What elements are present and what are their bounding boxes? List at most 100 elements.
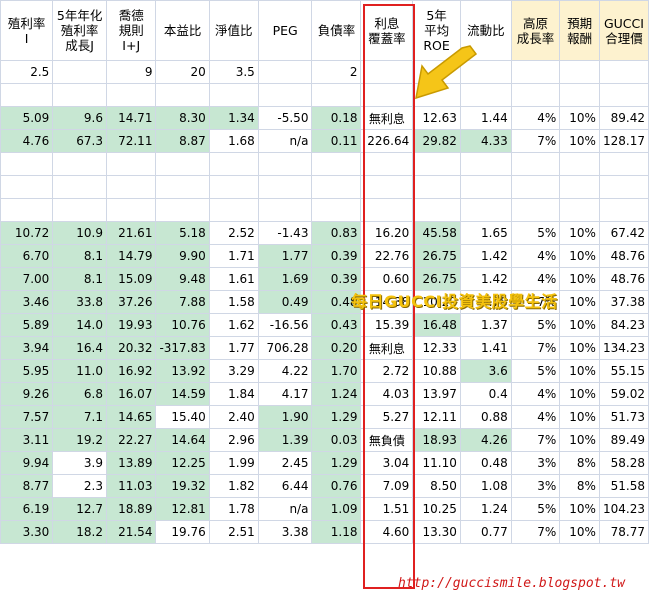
data-cell[interactable]: 22.76 [360, 244, 414, 268]
empty-cell[interactable] [0, 152, 54, 176]
data-cell[interactable]: 7.00 [0, 267, 54, 291]
data-cell[interactable]: 37.38 [598, 290, 649, 314]
empty-cell[interactable] [0, 175, 54, 199]
data-cell[interactable]: 9.26 [0, 382, 54, 406]
data-cell[interactable]: n/a [257, 497, 313, 521]
empty-cell[interactable] [105, 198, 157, 222]
data-cell[interactable]: 0.49 [257, 290, 313, 314]
empty-cell[interactable] [0, 83, 54, 107]
criteria-cell[interactable] [598, 60, 649, 84]
data-cell[interactable]: 3.6 [459, 359, 512, 383]
column-header[interactable]: 負債率 [311, 0, 362, 61]
data-cell[interactable]: 3.29 [208, 359, 259, 383]
data-cell[interactable]: 18.93 [412, 428, 461, 452]
data-cell[interactable]: 10.72 [0, 221, 54, 245]
data-cell[interactable]: 12.81 [155, 497, 210, 521]
empty-cell[interactable] [459, 83, 512, 107]
data-cell[interactable]: 1.51 [360, 497, 414, 521]
data-cell[interactable]: 33.8 [52, 290, 107, 314]
column-header[interactable]: 利息 覆蓋率 [360, 0, 414, 61]
column-header[interactable]: 殖利率 I [0, 0, 54, 61]
data-cell[interactable]: 14.79 [105, 244, 157, 268]
data-cell[interactable]: 19.2 [52, 428, 107, 452]
data-cell[interactable]: 1.24 [311, 382, 362, 406]
data-cell[interactable]: 10% [559, 244, 600, 268]
data-cell[interactable]: 2.52 [208, 221, 259, 245]
data-cell[interactable]: 1.42 [459, 244, 512, 268]
data-cell[interactable]: 14.65 [105, 405, 157, 429]
data-cell[interactable]: 5.95 [0, 359, 54, 383]
empty-cell[interactable] [598, 152, 649, 176]
blog-url[interactable]: http://guccismile.blogspot.tw [398, 576, 625, 591]
empty-cell[interactable] [459, 175, 512, 199]
data-cell[interactable]: 13.89 [105, 451, 157, 475]
data-cell[interactable]: 8.30 [155, 106, 210, 130]
data-cell[interactable]: 1.39 [257, 428, 313, 452]
criteria-cell[interactable] [360, 60, 414, 84]
data-cell[interactable]: 13.97 [412, 382, 461, 406]
data-cell[interactable]: -5.50 [257, 106, 313, 130]
data-cell[interactable]: 4% [510, 106, 561, 130]
data-cell[interactable]: 0.11 [311, 129, 362, 153]
data-cell[interactable]: 1.41 [459, 336, 512, 360]
column-header[interactable]: 5年 平均 ROE [412, 0, 461, 61]
data-cell[interactable]: 0.78 [459, 290, 512, 314]
data-cell[interactable]: 4.26 [459, 428, 512, 452]
data-cell[interactable]: 3.94 [0, 336, 54, 360]
criteria-cell[interactable]: 20 [155, 60, 210, 84]
data-cell[interactable]: 1.77 [208, 336, 259, 360]
empty-cell[interactable] [412, 198, 461, 222]
empty-cell[interactable] [52, 83, 107, 107]
data-cell[interactable]: 37.26 [105, 290, 157, 314]
data-cell[interactable]: 3.46 [0, 290, 54, 314]
data-cell[interactable]: 5% [510, 313, 561, 337]
data-cell[interactable]: 2.45 [257, 451, 313, 475]
data-cell[interactable]: 11.10 [412, 451, 461, 475]
data-cell[interactable]: 16.92 [105, 359, 157, 383]
empty-cell[interactable] [208, 83, 259, 107]
column-header[interactable]: 淨值比 [208, 0, 259, 61]
data-cell[interactable]: 10.9 [52, 221, 107, 245]
data-cell[interactable]: 2.51 [208, 520, 259, 544]
data-cell[interactable]: 51.73 [598, 405, 649, 429]
data-cell[interactable]: 4.60 [360, 520, 414, 544]
data-cell[interactable]: 51.58 [598, 474, 649, 498]
data-cell[interactable]: 1.90 [257, 405, 313, 429]
criteria-cell[interactable] [559, 60, 600, 84]
data-cell[interactable]: 104.23 [598, 497, 649, 521]
data-cell[interactable]: 10% [559, 520, 600, 544]
data-cell[interactable]: 10% [559, 290, 600, 314]
empty-cell[interactable] [459, 152, 512, 176]
data-cell[interactable]: 無利息 [360, 336, 414, 360]
data-cell[interactable]: 8.1 [52, 244, 107, 268]
data-cell[interactable]: 12.7 [52, 497, 107, 521]
column-header[interactable]: 預期 報酬 [559, 0, 600, 61]
data-cell[interactable]: 15.39 [360, 313, 414, 337]
data-cell[interactable]: 0.39 [311, 267, 362, 291]
empty-cell[interactable] [360, 83, 414, 107]
data-cell[interactable]: 1.70 [311, 359, 362, 383]
data-cell[interactable]: 706.28 [257, 336, 313, 360]
data-cell[interactable]: 6.8 [52, 382, 107, 406]
data-cell[interactable]: 3.38 [257, 520, 313, 544]
data-cell[interactable]: -1.43 [257, 221, 313, 245]
data-cell[interactable]: 6.70 [0, 244, 54, 268]
data-cell[interactable]: 6.19 [0, 497, 54, 521]
data-cell[interactable]: 10% [559, 497, 600, 521]
data-cell[interactable]: 19.93 [105, 313, 157, 337]
data-cell[interactable]: 3.04 [360, 451, 414, 475]
data-cell[interactable]: -317.83 [155, 336, 210, 360]
data-cell[interactable]: 無負債 [360, 428, 414, 452]
empty-cell[interactable] [510, 198, 561, 222]
empty-cell[interactable] [257, 175, 313, 199]
data-cell[interactable]: 4.17 [257, 382, 313, 406]
data-cell[interactable]: 29.82 [412, 129, 461, 153]
criteria-cell[interactable]: 9 [105, 60, 157, 84]
data-cell[interactable]: 1.68 [208, 129, 259, 153]
data-cell[interactable]: 6.44 [257, 474, 313, 498]
data-cell[interactable]: 1.82 [208, 474, 259, 498]
data-cell[interactable]: 2.3 [52, 474, 107, 498]
data-cell[interactable]: 0.20 [311, 336, 362, 360]
empty-cell[interactable] [311, 198, 362, 222]
criteria-cell[interactable] [510, 60, 561, 84]
